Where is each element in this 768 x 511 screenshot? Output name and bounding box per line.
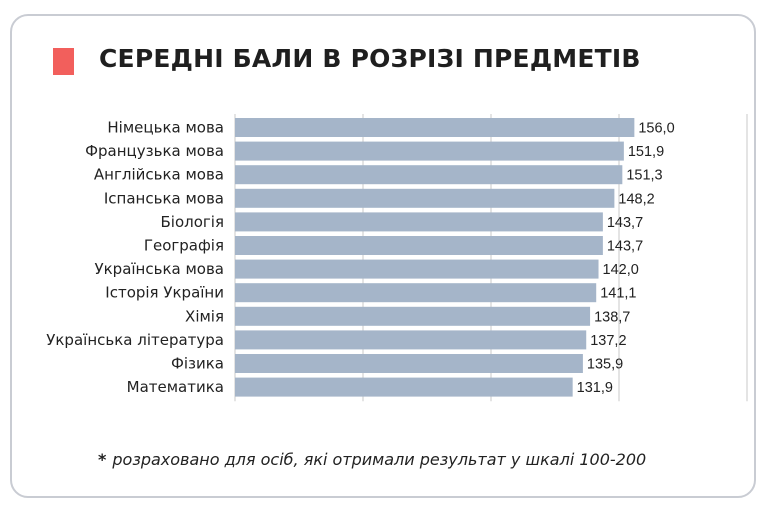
- value-label-12: 131,9: [577, 380, 613, 396]
- bar-12: [235, 377, 573, 397]
- value-label-5: 143,7: [607, 215, 643, 231]
- category-label-12: Математика: [127, 378, 224, 396]
- bar-9: [235, 306, 591, 326]
- chart-card: [10, 14, 756, 498]
- value-label-4: 148,2: [618, 191, 654, 207]
- value-label-3: 151,3: [626, 168, 662, 184]
- category-label-5: Біологія: [161, 213, 224, 231]
- bar-10: [235, 330, 587, 350]
- category-label-8: Історія України: [105, 284, 224, 302]
- value-label-1: 156,0: [638, 121, 674, 137]
- value-label-2: 151,9: [628, 144, 664, 160]
- category-label-11: Фізика: [171, 355, 224, 373]
- bar-1: [235, 118, 635, 137]
- value-label-6: 143,7: [607, 239, 643, 255]
- category-label-4: Іспанська мова: [104, 189, 224, 207]
- bar-5: [235, 212, 603, 232]
- bar-6: [235, 236, 603, 255]
- category-label-2: Французька мова: [85, 142, 224, 160]
- category-label-6: Географія: [144, 237, 224, 255]
- category-label-10: Українська література: [46, 331, 224, 349]
- bar-3: [235, 165, 623, 185]
- footnote: * розраховано для осіб, які отримали резу…: [98, 450, 646, 469]
- category-label-3: Англійська мова: [94, 166, 224, 184]
- bar-4: [235, 188, 615, 208]
- footnote-text: розраховано для осіб, які отримали резул…: [112, 450, 647, 469]
- chart-title: СЕРЕДНІ БАЛИ В РОЗРІЗІ ПРЕДМЕТІВ: [99, 44, 641, 73]
- category-label-1: Німецька мова: [107, 119, 224, 137]
- category-label-9: Хімія: [185, 307, 224, 325]
- value-label-11: 135,9: [587, 357, 623, 373]
- category-label-7: Українська мова: [94, 260, 224, 278]
- value-label-10: 137,2: [590, 333, 626, 349]
- bar-7: [235, 259, 599, 279]
- value-label-7: 142,0: [603, 262, 639, 278]
- bar-2: [235, 141, 624, 161]
- bar-8: [235, 283, 597, 303]
- value-label-9: 138,7: [594, 309, 630, 325]
- bar-11: [235, 354, 583, 373]
- value-label-8: 141,1: [600, 286, 636, 302]
- title-accent-mark: [53, 48, 74, 75]
- footnote-star: *: [98, 450, 107, 469]
